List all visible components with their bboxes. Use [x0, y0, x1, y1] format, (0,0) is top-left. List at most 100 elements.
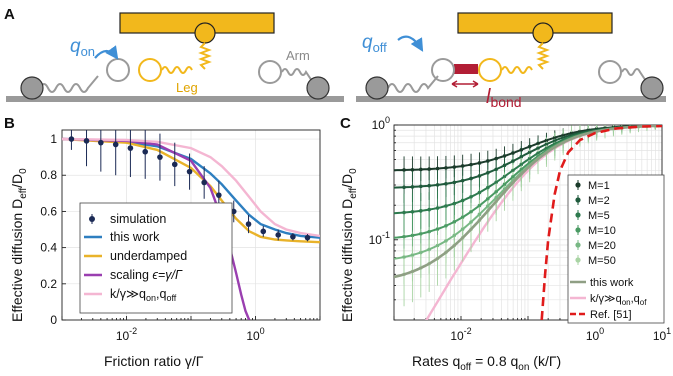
sim-point-b: [290, 233, 296, 240]
sim-point-b: [157, 154, 163, 160]
foot-right-1: [365, 76, 389, 100]
plot-area-c: [394, 125, 662, 320]
arm-spring-left-b: [281, 68, 315, 85]
ytick-label-b: 0.2: [40, 277, 57, 291]
panel-a-schematic: A qon Leg Arm: [4, 6, 666, 110]
sim-point-b: [216, 192, 222, 198]
sim-point-b: [68, 136, 75, 142]
leg-spring-link-right: [501, 66, 533, 74]
track-left: [6, 96, 344, 102]
sim-point-b: [260, 228, 267, 235]
rate-arrow-off: [397, 35, 424, 52]
x-axis-label-c: Rates qoff = 0.8 qon (k/Γ): [412, 353, 561, 373]
legend-marker-simulation: [89, 216, 95, 222]
legend-limit: k/γ≫qon,qoff: [110, 287, 177, 303]
ytick-label-b: 1: [50, 132, 57, 146]
foot-right-2: [640, 76, 664, 100]
legend-scaling: scaling ϵ=γ/Γ: [110, 268, 183, 282]
legend-this-work-c: this work: [590, 277, 634, 289]
arm-label: Arm: [286, 48, 310, 63]
ytick-label-b: 0.8: [40, 168, 57, 182]
rate-arrow-on: [94, 45, 119, 60]
legend-marker-dot: [575, 182, 581, 188]
sim-point-b: [112, 141, 119, 148]
schematic-right: qoff lbond: [356, 12, 666, 110]
sim-point-b: [275, 232, 282, 238]
xtick-label-c: 10-2: [450, 326, 471, 343]
legend-marker-dot: [575, 212, 581, 218]
arm-spring-right-b: [621, 68, 649, 85]
leg-head-right: [478, 58, 502, 82]
y-axis-label-b: Effective diffusion Deff/D0: [9, 168, 29, 322]
sim-point-b: [98, 139, 104, 146]
legend-ref: Ref. [51]: [590, 309, 632, 321]
arm-head-right-b: [598, 60, 622, 84]
sim-point-b: [186, 168, 193, 175]
leg-spring-right: [536, 42, 550, 70]
track-right: [356, 96, 666, 102]
ytick-label-c: 100: [372, 115, 390, 132]
foot-left-2: [306, 76, 330, 100]
panel-label-a: A: [4, 6, 15, 23]
arm-head-right-a: [431, 58, 455, 82]
sim-point-b: [245, 221, 252, 227]
legend-b: simulation this work underdamped scaling…: [79, 202, 233, 314]
bond-bar: [454, 64, 478, 74]
arm-spring-left: [39, 75, 99, 93]
plot-area-b: [62, 130, 320, 320]
bond-arrow: [451, 80, 479, 88]
ytick-label-b: 0.4: [40, 241, 57, 255]
legend-m20: M=20: [588, 240, 616, 252]
sim-point-b: [201, 179, 207, 186]
leg-spring-link: [161, 66, 193, 74]
panel-label-c: C: [340, 115, 351, 132]
sim-point-b: [127, 145, 134, 151]
leg-label: Leg: [176, 80, 198, 95]
arm-head-left-b: [258, 60, 282, 84]
panel-b: B 0 0.2 0.4 0.6 0.8 1 10-2 100 Effective diffus…: [4, 115, 321, 369]
x-axis-label-b: Friction ratio γ/Γ: [104, 353, 204, 369]
ref51-curve-c: [540, 125, 662, 320]
legend-m2: M=2: [588, 195, 610, 207]
arm-head-left-a: [106, 58, 130, 82]
legend-c-markers: [575, 180, 581, 265]
legend-marker-dot: [575, 257, 581, 263]
sim-point-b: [171, 161, 178, 168]
arm-spring-right: [387, 75, 439, 93]
sim-point-b: [142, 148, 149, 155]
leg-spring-left: [198, 42, 212, 70]
xtick-label-c: 101: [653, 326, 671, 343]
legend-m50: M=50: [588, 255, 616, 267]
foot-left-1: [20, 76, 44, 100]
ticks-b: 0 0.2 0.4 0.6 0.8 1 10-2 100: [40, 132, 321, 343]
legend-m5: M=5: [588, 210, 610, 222]
sim-point-b: [83, 138, 90, 144]
legend-m1: M=1: [588, 180, 610, 192]
xtick-label-c: 100: [586, 326, 604, 343]
schematic-left: qon Leg Arm: [6, 12, 344, 102]
legend-c: M=1 M=2 M=5 M=10 M=20 M=50 this work k/γ…: [567, 174, 665, 324]
panel-label-b: B: [4, 115, 15, 132]
ytick-label-c: 10-1: [369, 230, 390, 247]
rate-label-off: qoff: [362, 32, 387, 55]
legend-m10: M=10: [588, 225, 616, 237]
ytick-label-b: 0.6: [40, 204, 57, 218]
ytick-label-b: 0: [50, 313, 57, 327]
legend-marker-dot: [575, 227, 581, 233]
series-line-b: [62, 137, 320, 238]
cargo-anchor-right: [532, 22, 554, 44]
legend-simulation: simulation: [110, 212, 166, 226]
y-axis-label-c: Effective diffusion Deff/D0: [339, 168, 359, 322]
legend-marker-dot: [575, 242, 581, 248]
legend-limit-c: k/γ≫qon,qof: [590, 293, 647, 307]
xtick-label-b: 100: [246, 326, 264, 343]
cargo-anchor-left: [194, 22, 216, 44]
legend-marker-dot: [575, 197, 581, 203]
series-line-b: [62, 137, 320, 244]
legend-box-b: [79, 202, 233, 314]
legend-this-work: this work: [110, 230, 160, 244]
leg-head-left: [138, 58, 162, 82]
legend-underdamped: underdamped: [110, 249, 187, 263]
bond-label: lbond: [486, 86, 522, 110]
